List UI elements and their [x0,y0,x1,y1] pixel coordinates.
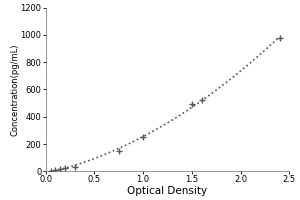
Y-axis label: Concentration(pg/mL): Concentration(pg/mL) [10,43,19,136]
X-axis label: Optical Density: Optical Density [128,186,208,196]
